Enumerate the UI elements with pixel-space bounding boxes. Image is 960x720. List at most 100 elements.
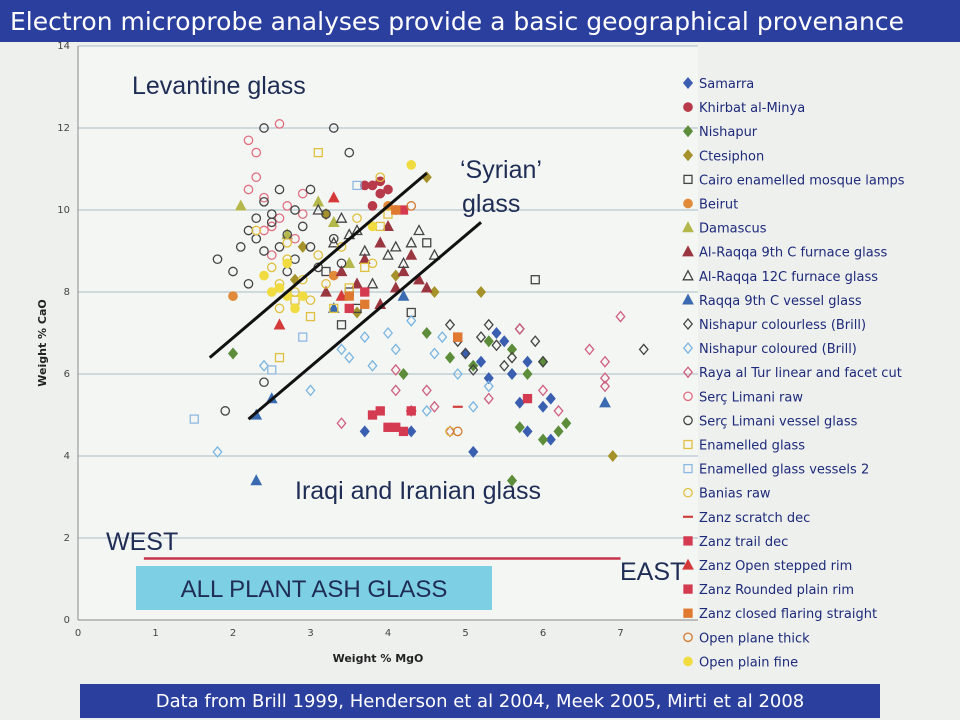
data-point	[682, 221, 694, 233]
series-samarra	[359, 326, 556, 458]
annotation-syrian-2: glass	[462, 190, 520, 218]
data-point	[599, 372, 611, 385]
data-point	[522, 425, 533, 438]
data-point	[321, 209, 331, 219]
data-point	[313, 250, 324, 260]
y-tick-label: 4	[64, 451, 70, 462]
data-point	[682, 76, 694, 90]
legend-item: Banias raw	[683, 487, 771, 502]
data-point	[483, 318, 494, 331]
data-point	[483, 392, 494, 405]
data-point	[305, 384, 316, 397]
legend-label: Enamelled glass vessels 2	[699, 463, 869, 478]
legend-item: Khirbat al-Minya	[683, 101, 805, 116]
data-point	[358, 244, 371, 256]
series-zanz-open-stepped-rim	[273, 191, 348, 330]
data-point	[266, 262, 277, 273]
series-damascus	[234, 195, 356, 268]
data-point	[390, 343, 401, 356]
data-point	[359, 180, 370, 191]
data-point	[321, 278, 331, 289]
series-ctesiphon	[289, 171, 618, 463]
data-point	[351, 277, 363, 289]
data-point	[259, 123, 269, 133]
annotation-west: WEST	[106, 528, 178, 556]
data-point	[491, 326, 502, 340]
data-point	[274, 352, 285, 363]
legend-label: Serç Limani raw	[699, 390, 803, 405]
plot-area	[78, 46, 698, 620]
data-point	[320, 285, 332, 297]
data-point	[607, 449, 618, 463]
data-point	[234, 199, 247, 211]
plant-ash-box	[136, 566, 492, 610]
data-point	[522, 355, 533, 368]
slide-title-bar: Electron microprobe analyses provide a b…	[0, 0, 960, 42]
data-point	[553, 404, 564, 417]
data-point	[683, 536, 693, 546]
data-point	[327, 215, 340, 227]
data-point	[266, 221, 277, 232]
data-point	[683, 584, 693, 594]
data-point	[429, 400, 440, 413]
data-point	[584, 343, 595, 356]
data-point	[397, 256, 410, 268]
data-point	[682, 317, 694, 331]
data-point	[367, 201, 378, 211]
x-tick-label: 2	[230, 628, 236, 639]
legend-label: Raqqa 9th C vessel glass	[699, 294, 862, 309]
legend-label: Nishapur coloured (Brill)	[699, 342, 857, 357]
data-point	[530, 335, 541, 348]
data-point	[274, 242, 285, 252]
legend-item: Zanz trail dec	[683, 535, 788, 550]
data-point	[545, 433, 556, 446]
data-point	[545, 392, 556, 405]
data-point	[683, 608, 693, 618]
data-point	[530, 275, 540, 285]
data-point	[683, 439, 693, 450]
data-point	[682, 245, 694, 257]
legend-item: Nishapur coloured (Brill)	[682, 342, 857, 357]
data-point	[344, 291, 354, 301]
data-point	[212, 254, 223, 265]
legend-item: Damascus	[682, 221, 767, 237]
legend-item: Raya al Tur linear and facet cut	[682, 366, 902, 381]
data-point	[343, 256, 356, 268]
data-point	[227, 347, 239, 360]
data-point	[468, 363, 479, 376]
data-point	[327, 191, 340, 203]
data-point	[615, 310, 626, 323]
data-point	[391, 205, 401, 215]
y-tick-label: 12	[57, 123, 70, 134]
data-point	[228, 266, 238, 277]
y-tick-label: 0	[64, 615, 70, 626]
data-point	[290, 233, 300, 244]
data-point	[251, 172, 262, 183]
data-point	[682, 342, 694, 355]
data-point	[537, 400, 549, 413]
data-point	[274, 184, 285, 195]
annotation-iraqi: Iraqi and Iranian glass	[295, 477, 541, 505]
data-point	[453, 332, 463, 342]
slide-footer-bar: Data from Brill 1999, Henderson et al 20…	[80, 684, 880, 718]
data-point	[475, 331, 487, 344]
data-point	[336, 417, 347, 430]
legend-label: Raya al Tur linear and facet cut	[699, 366, 902, 381]
data-point	[420, 281, 433, 293]
data-point	[421, 404, 432, 417]
legend-label: Serç Limani vessel glass	[699, 414, 858, 429]
series-ser-limani-vessel-glass	[212, 123, 355, 416]
data-point	[259, 192, 269, 203]
data-point	[259, 246, 269, 256]
y-tick-label: 10	[57, 205, 70, 216]
data-point	[297, 274, 308, 285]
legend-item: Samarra	[682, 76, 754, 92]
data-point	[274, 119, 285, 129]
data-point	[344, 147, 355, 158]
x-tick-label: 3	[307, 628, 313, 639]
y-tick-label: 6	[64, 369, 70, 380]
legend-item: Beirut	[683, 198, 738, 213]
data-point	[429, 285, 440, 299]
data-point	[335, 211, 348, 223]
legend-label: Cairo enamelled mosque lamps	[699, 173, 905, 188]
